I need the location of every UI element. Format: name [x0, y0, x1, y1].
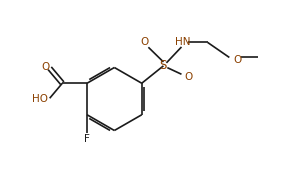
- Text: O: O: [184, 72, 192, 82]
- Text: F: F: [84, 134, 90, 144]
- Text: HN: HN: [175, 37, 191, 47]
- Text: S: S: [160, 59, 167, 72]
- Text: O: O: [141, 37, 149, 47]
- Text: HO: HO: [32, 94, 48, 104]
- Text: O: O: [41, 62, 50, 72]
- Text: O: O: [234, 55, 242, 65]
